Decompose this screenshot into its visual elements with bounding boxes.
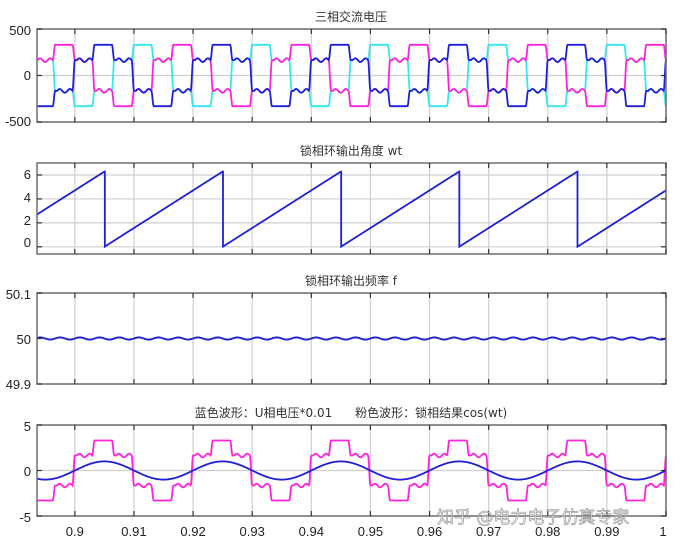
- y-tick-label: 0: [24, 235, 31, 250]
- x-tick-label: 0.95: [358, 524, 383, 539]
- x-tick-label: 0.93: [240, 524, 265, 539]
- x-tick-label: 0.98: [535, 524, 560, 539]
- y-tick-label: 0: [24, 68, 31, 83]
- plot-pll-frequency: 锁相环输出频率 f 50.1 50 49.9: [6, 273, 667, 392]
- y-tick-label: 50.1: [6, 287, 31, 302]
- series-line-cos-wt: [36, 460, 667, 481]
- plot-title: 锁相环输出角度 wt: [300, 143, 403, 158]
- x-tick-label: 0.91: [121, 524, 146, 539]
- plot-title: 锁相环输出频率 f: [305, 273, 398, 288]
- y-tick-label: 50: [17, 332, 31, 347]
- xtick-marks: [37, 292, 667, 385]
- grid-lines: [37, 28, 667, 123]
- x-tick-label: 0.97: [476, 524, 501, 539]
- line-series: [36, 43, 667, 108]
- series-line-phase-a: [37, 43, 667, 108]
- plot-pll-angle: 锁相环输出角度 wt 6 4 2 0: [24, 143, 667, 255]
- y-tick-label: -5: [19, 510, 31, 525]
- xtick-marks: [37, 28, 667, 123]
- xtick-marks: [37, 163, 667, 254]
- x-tick-label: 0.99: [594, 524, 619, 539]
- plot-three-phase-voltage: 三相交流电压 500 0 -500: [5, 9, 667, 129]
- series-line-wt: [36, 170, 667, 249]
- xtick-marks: [37, 424, 667, 517]
- x-tick-label: 0.9: [66, 524, 84, 539]
- x-tick-labels: 0.9 0.91 0.92 0.93 0.94 0.95 0.96 0.97 0.98 0.99 1: [66, 524, 667, 539]
- y-tick-label: 5: [24, 419, 31, 434]
- series-line-f: [36, 336, 667, 341]
- x-tick-label: 0.92: [180, 524, 205, 539]
- watermark: 知乎 @电力电子仿真专家: [437, 508, 629, 528]
- x-tick-label: 0.94: [299, 524, 324, 539]
- y-tick-label: 2: [24, 213, 31, 228]
- y-tick-label: 6: [24, 167, 31, 182]
- axes-box: [36, 162, 667, 255]
- plot-title: 三相交流电压: [315, 9, 387, 24]
- y-tick-label: 4: [24, 190, 31, 205]
- y-tick-label: 49.9: [6, 377, 31, 392]
- line-series: [36, 336, 667, 341]
- plot-title: 蓝色波形：U相电压*0.01 粉色波形：锁相结果cos(wt): [195, 405, 507, 420]
- series-line-u-voltage: [37, 439, 667, 502]
- y-tick-label: -500: [5, 114, 31, 129]
- y-tick-label: 0: [24, 464, 31, 479]
- grid-lines: [37, 424, 667, 517]
- x-tick-label: 0.96: [417, 524, 442, 539]
- plot-voltage-vs-cos: 蓝色波形：U相电压*0.01 粉色波形：锁相结果cos(wt) 5 0 -5 0…: [19, 405, 667, 539]
- y-tick-label: 500: [9, 23, 31, 38]
- line-series: [36, 170, 667, 249]
- x-tick-label: 1: [659, 524, 666, 539]
- line-series: [36, 439, 667, 502]
